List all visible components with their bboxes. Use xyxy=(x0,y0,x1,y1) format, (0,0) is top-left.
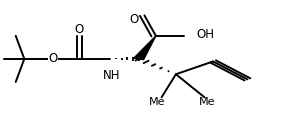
Polygon shape xyxy=(134,36,156,60)
Text: O: O xyxy=(48,52,57,65)
Text: O: O xyxy=(130,13,139,26)
Text: NH: NH xyxy=(103,69,120,82)
Text: Me: Me xyxy=(199,97,216,107)
Text: OH: OH xyxy=(196,28,214,41)
Text: Me: Me xyxy=(149,97,166,107)
Text: O: O xyxy=(74,23,83,36)
